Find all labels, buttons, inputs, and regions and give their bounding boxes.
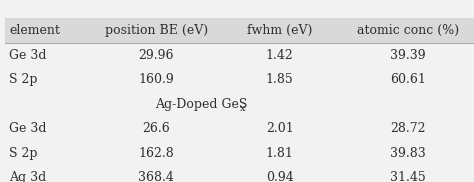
Text: 39.83: 39.83 <box>390 147 426 160</box>
Text: 39.39: 39.39 <box>390 49 426 62</box>
Text: position BE (eV): position BE (eV) <box>105 24 208 37</box>
Text: 26.6: 26.6 <box>143 122 170 135</box>
Text: 60.61: 60.61 <box>390 73 426 86</box>
Bar <box>5 18 474 43</box>
Text: 160.9: 160.9 <box>138 73 174 86</box>
Bar <box>5 67 474 92</box>
Text: Ge 3d: Ge 3d <box>9 49 47 62</box>
Text: 162.8: 162.8 <box>138 147 174 160</box>
Text: 0.94: 0.94 <box>266 171 293 182</box>
Text: 1.81: 1.81 <box>266 147 293 160</box>
Text: 1.42: 1.42 <box>266 49 293 62</box>
Text: fwhm (eV): fwhm (eV) <box>247 24 312 37</box>
Text: S 2p: S 2p <box>9 73 38 86</box>
Text: 31.45: 31.45 <box>390 171 426 182</box>
Text: 29.96: 29.96 <box>139 49 174 62</box>
Bar <box>5 43 474 67</box>
Text: x: x <box>240 104 246 113</box>
Text: 1.85: 1.85 <box>266 73 293 86</box>
Text: 368.4: 368.4 <box>138 171 174 182</box>
Bar <box>5 141 474 166</box>
Text: 28.72: 28.72 <box>390 122 425 135</box>
Text: Ag 3d: Ag 3d <box>9 171 47 182</box>
Text: element: element <box>9 24 60 37</box>
Bar <box>5 116 474 141</box>
Text: Ge 3d: Ge 3d <box>9 122 47 135</box>
Text: S 2p: S 2p <box>9 147 38 160</box>
Text: Ag-Doped GeS: Ag-Doped GeS <box>155 98 247 111</box>
Text: 2.01: 2.01 <box>266 122 293 135</box>
Bar <box>5 92 474 116</box>
Bar <box>5 166 474 182</box>
Text: atomic conc (%): atomic conc (%) <box>356 24 459 37</box>
